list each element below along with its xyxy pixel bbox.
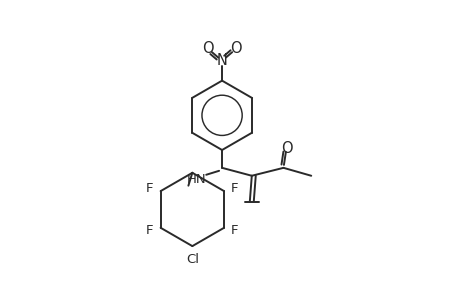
Text: F: F [146,224,153,237]
Text: F: F [231,224,238,237]
Text: O: O [230,41,241,56]
Text: F: F [146,182,153,195]
Text: Cl: Cl [185,254,198,266]
Text: N: N [216,53,227,68]
Text: F: F [231,182,238,195]
Text: O: O [202,41,213,56]
Text: HN: HN [186,173,206,186]
Text: O: O [280,140,291,155]
